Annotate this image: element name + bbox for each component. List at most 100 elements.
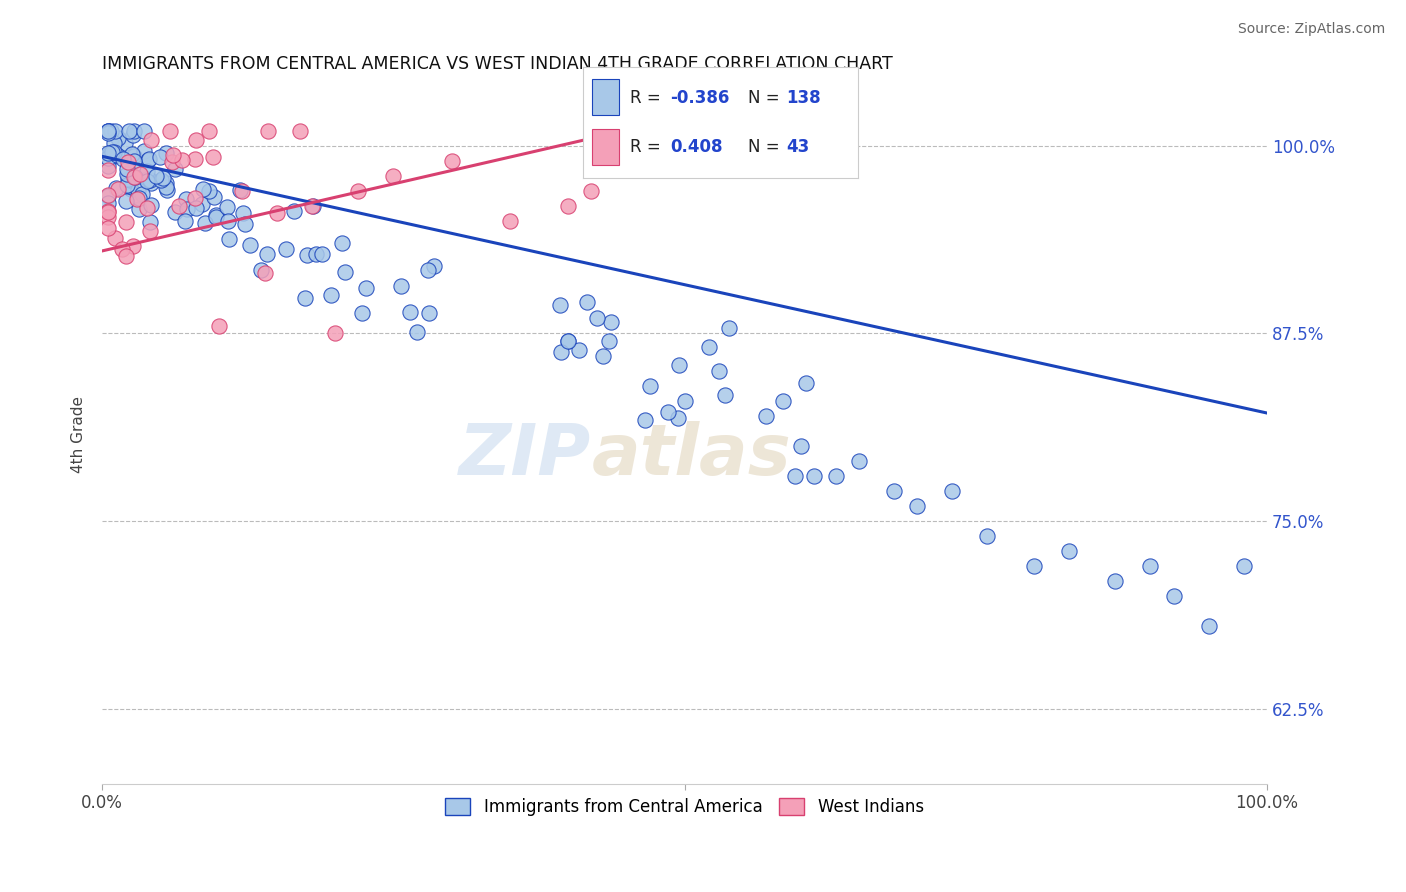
Point [183, 152, 205, 166]
Point [657, 405, 679, 419]
Point [697, 340, 720, 354]
Point [97, 124, 120, 138]
Point [568, 343, 591, 357]
Point [204, 210, 226, 224]
Point [202, 150, 225, 164]
Point [115, 167, 138, 181]
Point [1022, 559, 1045, 574]
Point [581, 184, 603, 198]
Point [233, 217, 256, 231]
Point [97, 126, 120, 140]
Point [163, 204, 186, 219]
Point [825, 469, 848, 483]
Point [184, 191, 207, 205]
Point [163, 162, 186, 177]
Point [103, 136, 125, 151]
Point [115, 161, 138, 176]
Point [803, 469, 825, 483]
Point [557, 199, 579, 213]
Point [405, 325, 427, 339]
Point [1057, 544, 1080, 558]
Point [321, 288, 343, 302]
Point [138, 153, 160, 167]
Point [283, 203, 305, 218]
Point [159, 124, 181, 138]
Point [101, 145, 124, 159]
Point [136, 164, 159, 178]
Point [941, 484, 963, 499]
Point [550, 298, 572, 312]
Point [229, 183, 252, 197]
Point [120, 172, 142, 186]
Point [848, 454, 870, 468]
Point [301, 199, 323, 213]
Point [418, 306, 440, 320]
Point [499, 214, 522, 228]
Point [122, 153, 145, 168]
Point [330, 235, 353, 250]
Point [202, 190, 225, 204]
Point [205, 208, 228, 222]
Y-axis label: 4th Grade: 4th Grade [72, 396, 86, 474]
Point [97, 220, 120, 235]
Point [139, 224, 162, 238]
Point [266, 206, 288, 220]
Point [97, 204, 120, 219]
Point [1232, 559, 1254, 574]
Point [155, 145, 177, 160]
Text: 43: 43 [786, 138, 810, 156]
Point [139, 173, 162, 187]
Point [131, 186, 153, 201]
Point [557, 334, 579, 348]
Point [883, 484, 905, 499]
Point [111, 242, 134, 256]
Point [416, 263, 439, 277]
Point [124, 149, 146, 163]
Point [121, 146, 143, 161]
Point [97, 159, 120, 173]
Point [162, 148, 184, 162]
Point [97, 124, 120, 138]
Point [274, 242, 297, 256]
Point [668, 359, 690, 373]
Point [907, 499, 929, 513]
Point [389, 278, 412, 293]
Point [256, 247, 278, 261]
Point [118, 179, 141, 194]
Point [294, 291, 316, 305]
Point [124, 169, 146, 184]
Point [128, 202, 150, 216]
Point [423, 259, 446, 273]
Point [217, 214, 239, 228]
Legend: Immigrants from Central America, West Indians: Immigrants from Central America, West In… [437, 789, 932, 824]
Point [239, 238, 262, 252]
Point [1198, 619, 1220, 633]
Point [134, 124, 156, 138]
Point [191, 182, 214, 196]
Point [97, 124, 120, 138]
Text: R =: R = [630, 138, 661, 156]
Point [104, 181, 127, 195]
Text: R =: R = [630, 89, 661, 107]
Text: N =: N = [748, 138, 779, 156]
Point [790, 439, 813, 453]
Point [121, 128, 143, 143]
Point [132, 144, 155, 158]
Point [197, 184, 219, 198]
Point [122, 239, 145, 253]
Point [323, 326, 346, 341]
Bar [592, 79, 619, 115]
Point [1104, 574, 1126, 588]
Point [557, 334, 579, 348]
Point [120, 182, 142, 196]
Point [673, 394, 696, 409]
Point [105, 147, 128, 161]
Point [250, 262, 273, 277]
Point [352, 306, 374, 320]
Point [170, 153, 193, 167]
Point [184, 201, 207, 215]
Point [218, 232, 240, 246]
Point [139, 132, 162, 146]
Point [115, 194, 138, 209]
Point [638, 379, 661, 393]
